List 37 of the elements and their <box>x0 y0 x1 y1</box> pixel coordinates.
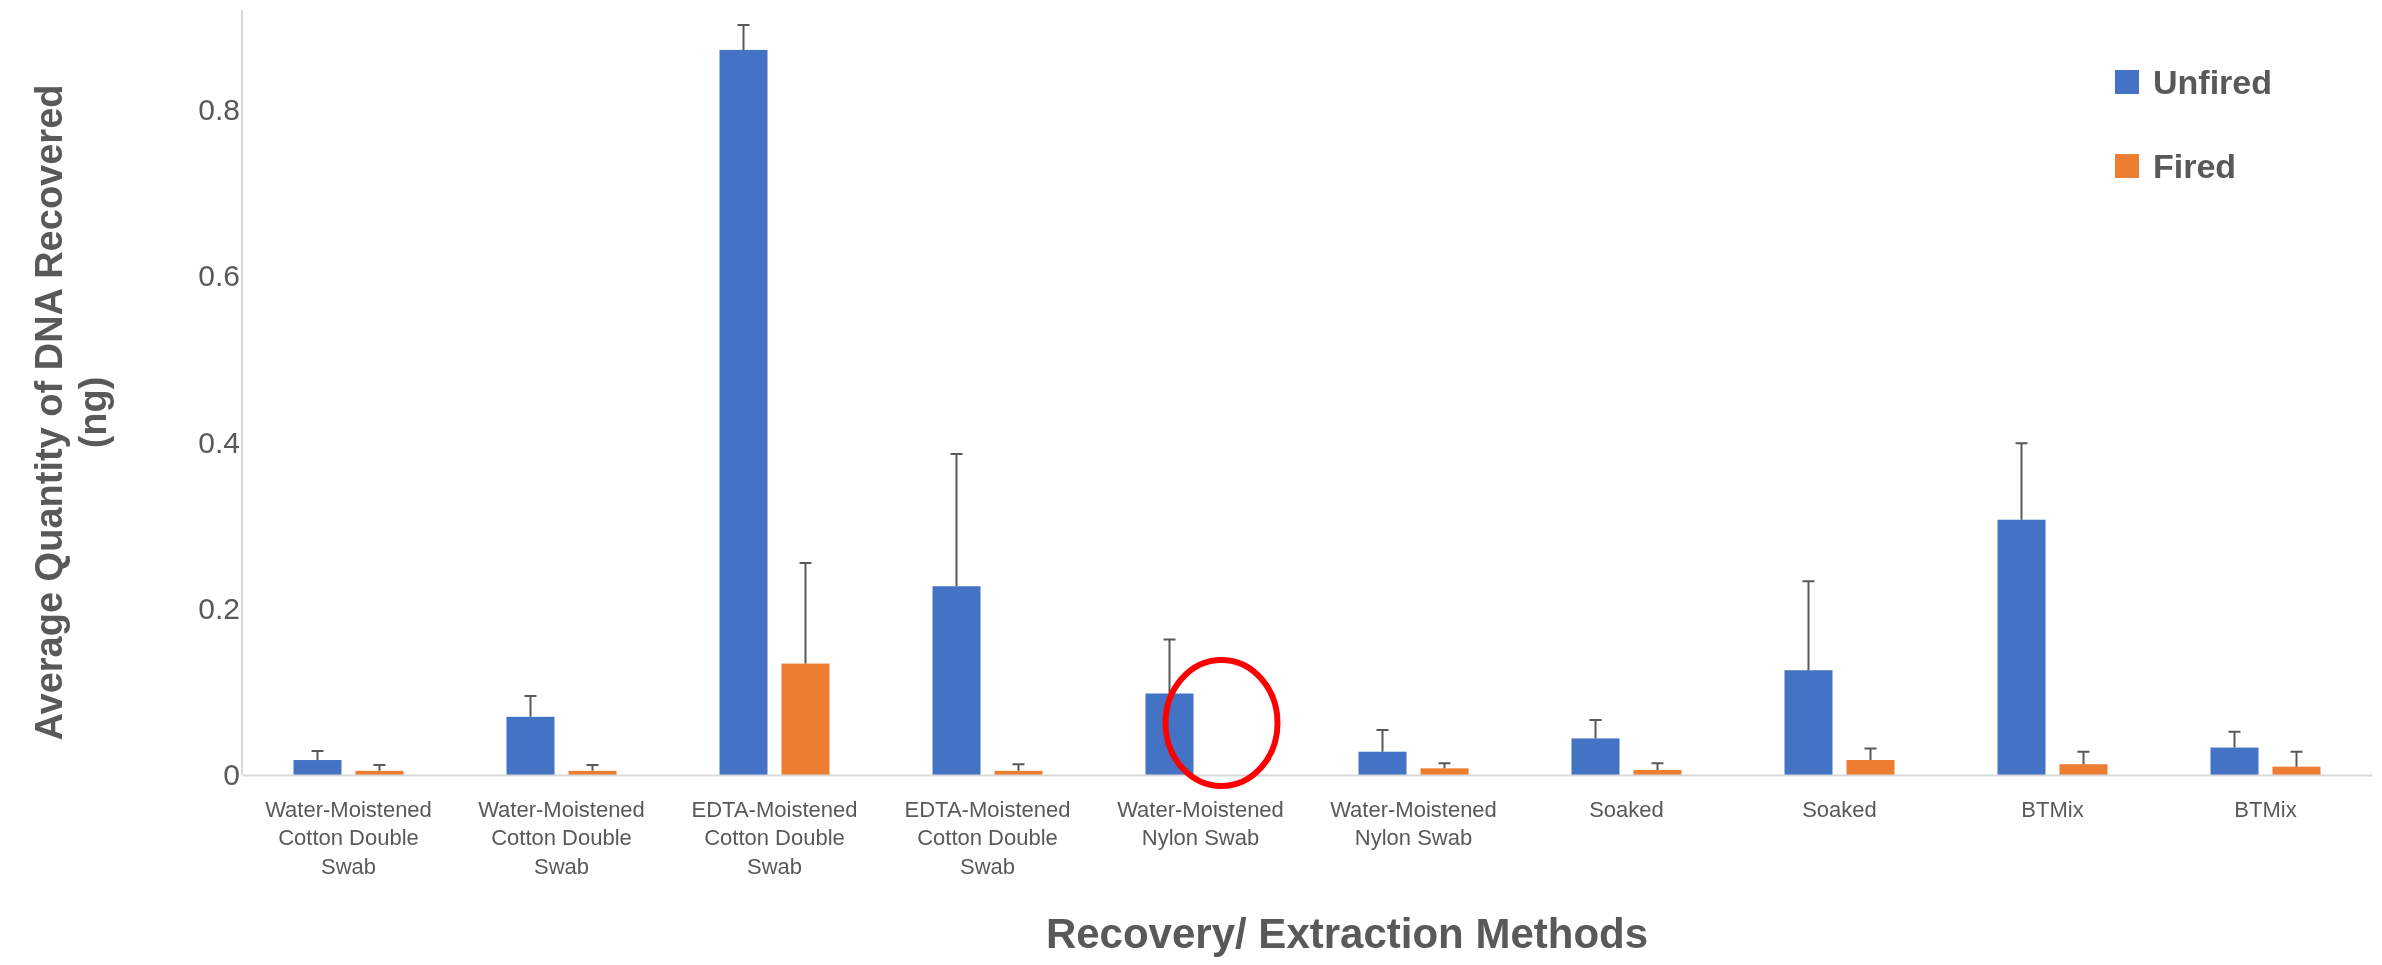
bar <box>506 716 555 775</box>
y-tick-label: 0.4 <box>198 425 240 459</box>
x-tick-label: BTMix <box>2234 796 2297 822</box>
x-tick-label: EDTA-Moistened Cotton Double Swab <box>691 796 858 879</box>
bar <box>1358 751 1407 775</box>
bar <box>1846 760 1895 775</box>
x-tick-label: Water-Moistened Nylon Swab <box>1117 796 1284 851</box>
y-tick-label: 0.2 <box>198 591 240 625</box>
bar <box>355 770 404 775</box>
bar <box>2272 766 2321 775</box>
x-axis-title: Recovery/ Extraction Methods <box>1045 910 1649 957</box>
bar <box>1633 770 1682 775</box>
bar <box>1997 519 2046 775</box>
bar <box>293 760 342 775</box>
y-axis-title: Average Quantity of DNA Recovered (ng) <box>28 84 114 741</box>
bar <box>719 49 768 775</box>
x-tick-label: Water-Moistened Cotton Double Swab <box>478 796 645 879</box>
y-tick-label: 0.8 <box>198 92 240 126</box>
legend-label: Unfired <box>2153 63 2272 102</box>
bar <box>568 770 617 775</box>
x-tick-label: EDTA-Moistened Cotton Double Swab <box>904 796 1071 879</box>
x-tick-label: Soaked <box>1802 796 1877 822</box>
bar <box>2059 764 2108 775</box>
x-tick-label: Water-Moistened Cotton Double Swab <box>265 796 432 879</box>
bar <box>781 663 830 775</box>
x-tick-label: Soaked <box>1589 796 1664 822</box>
x-tick-label: Water-Moistened Nylon Swab <box>1330 796 1497 851</box>
bar <box>994 770 1043 775</box>
bar <box>2210 747 2259 775</box>
y-tick-label: 0 <box>223 758 240 792</box>
legend-label: Fired <box>2153 147 2237 186</box>
x-tick-label: BTMix <box>2021 796 2084 822</box>
bar <box>932 586 981 775</box>
y-tick-label: 0.6 <box>198 259 240 293</box>
bar <box>1784 670 1833 775</box>
bar <box>1420 768 1469 775</box>
bar <box>1571 738 1620 775</box>
